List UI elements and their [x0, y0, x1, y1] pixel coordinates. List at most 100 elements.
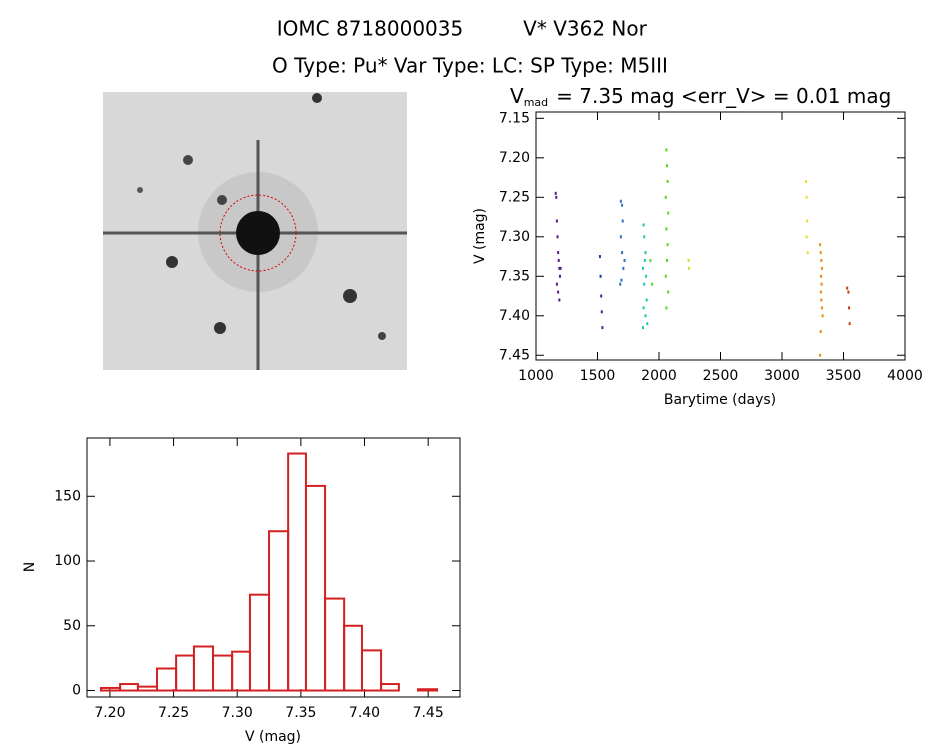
point: [600, 294, 603, 298]
x-axis-label: Barytime (days): [664, 392, 776, 408]
bar: [156, 667, 178, 692]
x-tick-label: 2000: [641, 368, 677, 384]
x-tick-label: 7.20: [94, 705, 125, 721]
point: [820, 266, 823, 270]
point: [820, 258, 823, 262]
point: [847, 290, 850, 294]
point: [642, 223, 645, 227]
point: [619, 235, 622, 239]
point: [820, 298, 823, 302]
point: [600, 310, 603, 314]
point: [666, 243, 669, 247]
point: [805, 195, 808, 199]
point: [665, 306, 668, 310]
plot-frame: [86, 437, 461, 698]
point: [804, 180, 807, 184]
point: [555, 195, 558, 199]
point: [666, 180, 669, 184]
bar: [268, 530, 290, 692]
point: [846, 286, 849, 290]
bar: [136, 685, 159, 692]
y-tick-label: 7.20: [499, 150, 530, 166]
point: [848, 306, 851, 310]
scatter-title: Vmad = 7.35 mag <err_V> = 0.01 mag: [510, 84, 891, 110]
x-tick-label: 7.35: [285, 705, 316, 721]
subtitle: O Type: Pu* Var Type: LC: SP Type: M5III: [272, 54, 668, 78]
bar: [304, 484, 327, 692]
bar: [324, 597, 346, 692]
point: [598, 255, 601, 259]
bar: [287, 452, 307, 692]
point: [644, 251, 647, 255]
bar: [343, 624, 363, 692]
x-tick-label: 2500: [703, 368, 739, 384]
y-tick-label: 50: [63, 618, 81, 634]
point: [558, 274, 561, 278]
x-tick-label: 7.30: [222, 705, 253, 721]
point: [820, 282, 823, 286]
bar: [212, 654, 234, 692]
point: [646, 322, 649, 326]
bar: [100, 686, 122, 692]
point: [619, 199, 622, 203]
y-tick-label: 0: [72, 683, 81, 699]
point: [642, 306, 645, 310]
point: [555, 219, 558, 223]
point: [557, 258, 560, 262]
point: [806, 251, 809, 255]
bar: [380, 683, 400, 692]
point: [651, 282, 654, 286]
point: [619, 282, 622, 286]
point: [819, 290, 822, 294]
point: [643, 282, 646, 286]
y-tick-label: 100: [54, 553, 81, 569]
star-name: V* V362 Nor: [523, 17, 647, 41]
point: [642, 266, 645, 270]
point: [819, 353, 822, 357]
x-tick-label: 3500: [826, 368, 862, 384]
star-image: [103, 92, 407, 370]
point: [599, 274, 602, 278]
y-tick-label: 7.25: [499, 189, 530, 205]
y-tick-label: 7.40: [499, 308, 530, 324]
x-axis-label: V (mag): [245, 729, 301, 745]
point: [848, 322, 851, 326]
point: [558, 266, 561, 270]
bar: [231, 650, 251, 692]
point: [667, 211, 670, 215]
point: [664, 274, 667, 278]
y-tick-label: 7.15: [499, 110, 530, 126]
point: [665, 164, 668, 168]
point: [665, 258, 668, 262]
point: [820, 274, 823, 278]
bar: [175, 654, 195, 692]
point: [558, 298, 561, 302]
point: [601, 326, 604, 330]
point: [556, 235, 559, 239]
bar: [119, 683, 139, 692]
point: [665, 148, 668, 152]
point: [559, 266, 562, 270]
point: [649, 258, 652, 262]
point: [665, 227, 668, 231]
scatter-title-rest: = 7.35 mag <err_V> = 0.01 mag: [556, 84, 891, 108]
bar: [192, 645, 215, 692]
point: [623, 258, 626, 262]
title: IOMC 8718000035: [277, 17, 463, 41]
x-tick-label: 1000: [518, 368, 554, 384]
point: [621, 203, 624, 207]
point: [819, 243, 822, 247]
point: [621, 251, 624, 255]
x-tick-label: 7.25: [158, 705, 189, 721]
point: [621, 219, 624, 223]
point: [620, 278, 623, 282]
point: [687, 258, 690, 262]
point: [821, 314, 824, 318]
point: [557, 290, 560, 294]
x-tick-label: 4000: [887, 368, 923, 384]
x-tick-label: 7.40: [349, 705, 380, 721]
scatter-title-main: V: [510, 84, 524, 108]
point: [643, 235, 646, 239]
point: [667, 290, 670, 294]
